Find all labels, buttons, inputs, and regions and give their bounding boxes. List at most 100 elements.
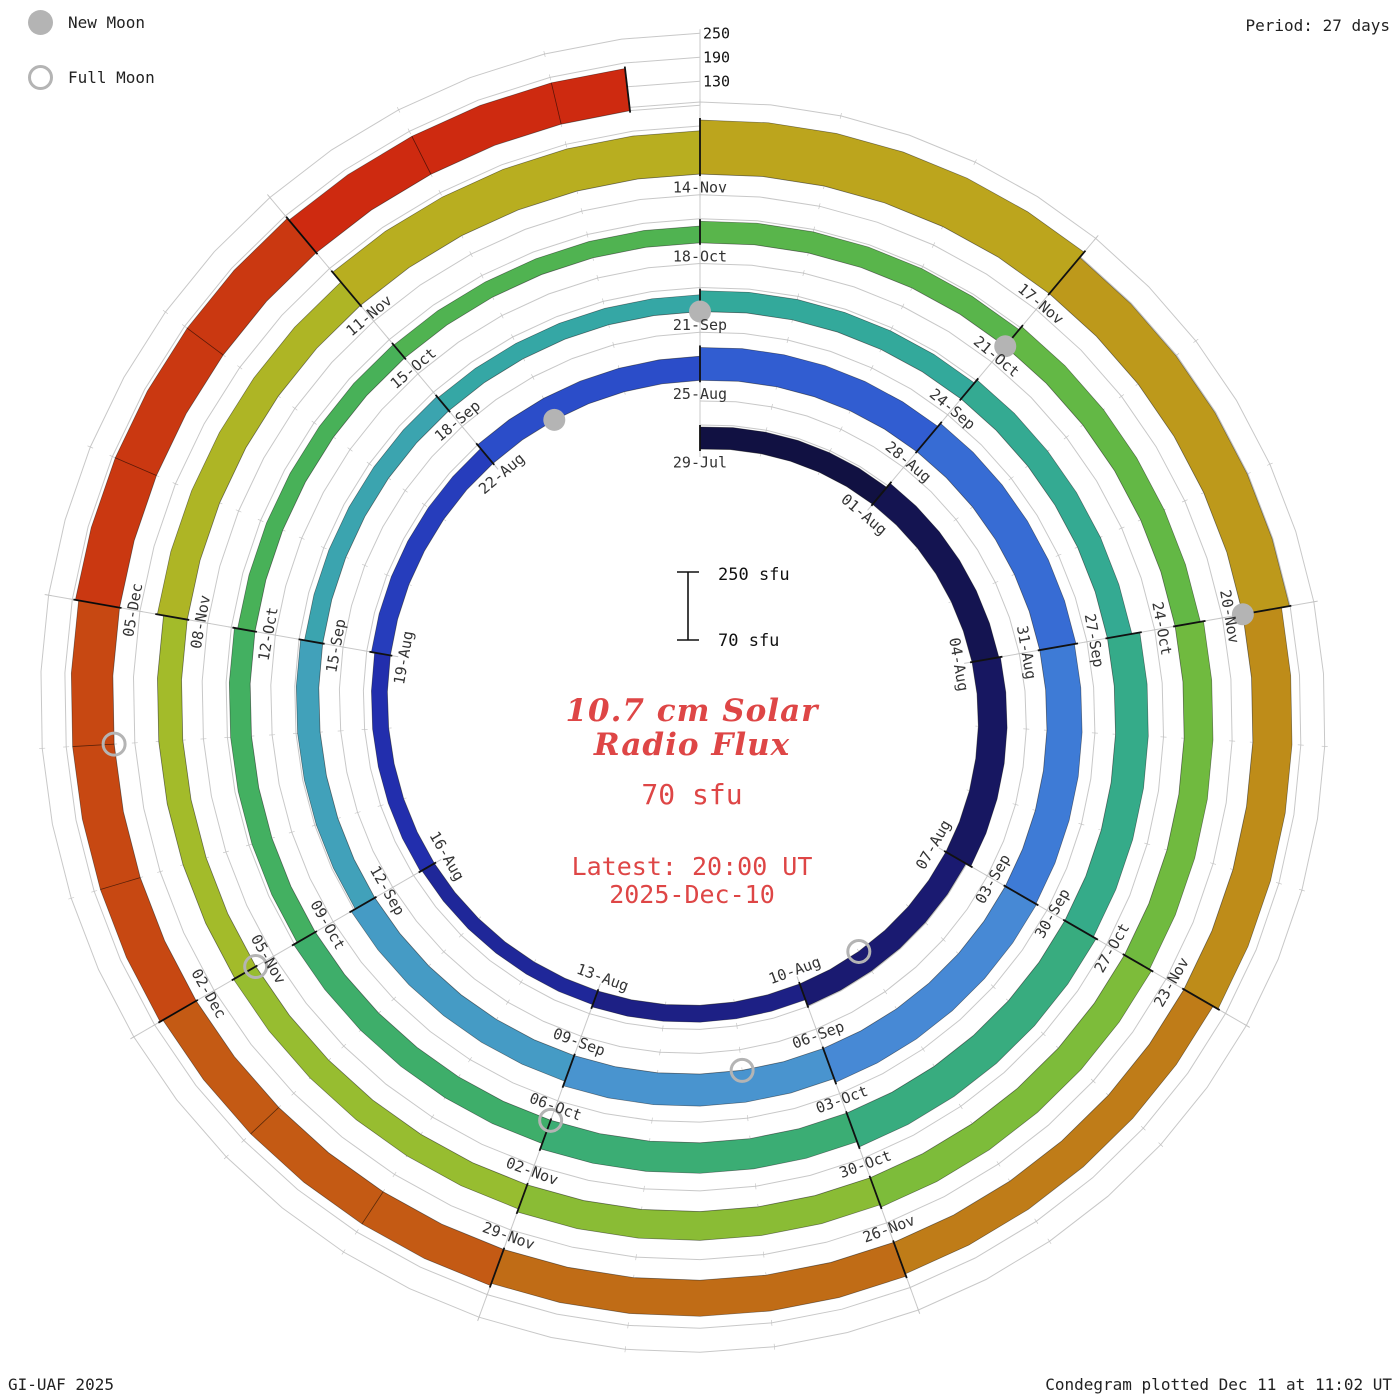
- guide-day-tick: [953, 517, 959, 522]
- guide-day-tick: [477, 1314, 481, 1321]
- segment-boundary-tick: [561, 1053, 576, 1089]
- flux-scale-indicator: 250 sfu 70 sfu: [677, 565, 790, 651]
- day-tick: [411, 136, 432, 175]
- guide-day-tick: [586, 231, 589, 238]
- guide-day-tick: [1047, 1238, 1052, 1245]
- segment-boundary-tick: [623, 66, 632, 113]
- guide-day-tick: [162, 309, 168, 315]
- guide-day-tick: [917, 1307, 920, 1313]
- date-label: 18-Oct: [673, 247, 727, 265]
- guide-day-tick: [109, 455, 116, 458]
- guide-day-tick: [68, 897, 75, 900]
- guide-day-tick: [391, 996, 397, 1002]
- guide-day-tick: [945, 412, 950, 418]
- segment-boundary-tick: [434, 394, 451, 413]
- guide-day-tick: [602, 298, 605, 305]
- guide-day-tick: [509, 1227, 513, 1233]
- segment-boundary-tick: [590, 988, 600, 1010]
- guide-day-tick: [327, 266, 332, 271]
- center-annotations: 10.7 cm Solar Radio Flux 70 sfu Latest: …: [0, 694, 1392, 909]
- guide-day-tick: [989, 359, 995, 365]
- guide-day-tick: [245, 843, 252, 847]
- segment-boundary-tick: [1105, 631, 1142, 640]
- guide-day-tick: [415, 371, 421, 377]
- guide-day-tick: [739, 1046, 741, 1053]
- guide-day-tick: [291, 1090, 297, 1096]
- flux-segment: [232, 966, 528, 1210]
- segment-boundary-tick: [969, 655, 1003, 664]
- guide-day-tick: [371, 318, 376, 324]
- guide-day-tick: [389, 885, 396, 890]
- guide-day-tick: [430, 1114, 435, 1120]
- guide-day-tick: [257, 519, 264, 522]
- flux-bars: [70, 68, 1293, 1317]
- guide-day-tick: [556, 1097, 560, 1104]
- segment-boundary-tick: [892, 1240, 908, 1279]
- guide-day-tick: [818, 203, 821, 210]
- guide-day-tick: [579, 1033, 583, 1040]
- guide-day-tick: [320, 546, 327, 550]
- flux-segment: [516, 1177, 881, 1241]
- guide-day-tick: [1275, 882, 1282, 885]
- guide-day-tick: [747, 1115, 749, 1122]
- credit-label: GI-UAF 2025: [8, 1375, 114, 1394]
- guide-day-tick: [812, 226, 815, 233]
- guide-day-tick: [921, 1046, 925, 1052]
- guide-day-tick: [223, 1154, 229, 1160]
- guide-day-tick: [901, 303, 905, 310]
- segment-boundary-tick: [870, 481, 893, 507]
- guide-day-tick: [87, 445, 94, 449]
- guide-day-tick: [267, 194, 273, 200]
- flux-axis-label: 130: [703, 72, 730, 90]
- guide-day-tick: [151, 1023, 158, 1027]
- guide-day-tick: [298, 536, 305, 540]
- guide-day-tick: [1144, 842, 1151, 846]
- guide-day-tick: [1008, 476, 1014, 481]
- day-tick: [361, 1191, 384, 1225]
- guide-day-tick: [204, 622, 211, 625]
- guide-day-tick: [838, 1090, 841, 1097]
- guide-day-tick: [222, 850, 229, 854]
- guide-day-tick: [643, 1185, 645, 1192]
- flux-segment: [562, 1048, 835, 1107]
- guide-day-tick: [770, 403, 773, 410]
- guide-day-tick: [659, 1049, 661, 1056]
- guide-day-tick: [588, 1010, 591, 1017]
- guide-day-tick: [921, 263, 925, 270]
- segment-boundary-tick: [1003, 884, 1039, 907]
- guide-day-tick: [1055, 553, 1062, 557]
- guide-day-tick: [330, 920, 336, 924]
- segment-boundary-tick: [1122, 953, 1154, 973]
- segment-boundary-tick: [391, 342, 407, 361]
- segment-boundary-tick: [1181, 987, 1221, 1011]
- guide-day-tick: [973, 159, 977, 165]
- segment-boundary-tick: [868, 1175, 883, 1210]
- flux-axis-label: 190: [703, 48, 730, 66]
- guide-day-tick: [438, 189, 442, 196]
- latest-date: 2025-Dec-10: [609, 880, 775, 909]
- guide-day-tick: [765, 427, 768, 434]
- day-tick: [550, 82, 562, 125]
- guide-day-tick: [340, 646, 347, 648]
- guide-day-tick: [91, 890, 98, 893]
- guide-day-tick: [1210, 862, 1217, 865]
- guide-day-tick: [786, 336, 789, 343]
- guide-day-tick: [763, 1251, 765, 1258]
- guide-day-tick: [1181, 499, 1188, 503]
- plotted-timestamp: Condegram plotted Dec 11 at 11:02 UT: [1045, 1375, 1392, 1394]
- guide-day-tick: [361, 563, 368, 567]
- guide-day-tick: [662, 1025, 664, 1032]
- guide-day-tick: [908, 1284, 912, 1291]
- scale-top-label: 250 sfu: [718, 565, 790, 585]
- guide-day-tick: [1243, 1023, 1250, 1028]
- segment-boundary-tick: [1037, 642, 1079, 652]
- guide-day-tick: [311, 420, 317, 425]
- guide-day-tick: [839, 112, 842, 119]
- guide-day-tick: [235, 509, 242, 513]
- guide-day-tick: [890, 325, 894, 331]
- spiral-guide: [64, 56, 1302, 1329]
- guide-day-tick: [773, 1343, 776, 1350]
- guide-day-tick: [354, 1229, 359, 1235]
- guide-day-tick: [500, 312, 504, 319]
- guide-day-tick: [839, 426, 843, 433]
